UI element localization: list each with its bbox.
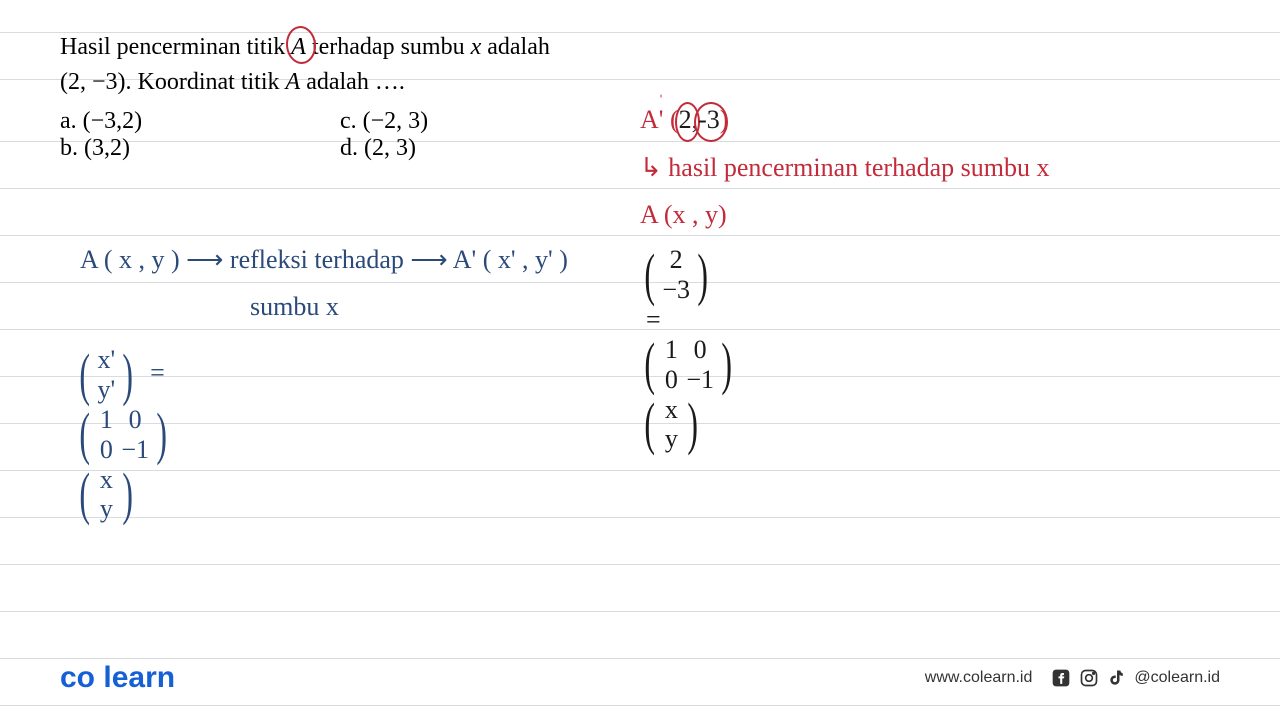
answer-options: a. (−3,2) c. (−2, 3) b. (3,2) d. (2, 3) — [60, 108, 540, 162]
matrix-equation-left: ( x'y' ) = ( 10 0−1 ) ( xy ) — [75, 345, 171, 524]
letter-a-2: A — [286, 69, 301, 95]
footer-url: www.colearn.id — [925, 669, 1033, 687]
hasil-line: ↳ hasil pencerminan terhadap sumbu x — [640, 153, 1050, 183]
facebook-icon — [1050, 667, 1072, 689]
matrix-equation-right: ( 2−3 ) = ( 10 0−1 ) ( xy ) — [640, 245, 736, 454]
question-line2-post: adalah …. — [300, 69, 405, 95]
handwriting-right: ˈ A' (2,-3) ↳ hasil pencerminan terhadap… — [640, 105, 728, 135]
logo-part1: co — [60, 661, 95, 694]
colearn-logo: co learn — [60, 661, 175, 695]
sumbu-x-label: sumbu x — [250, 292, 339, 322]
a-prime-x: 2 — [679, 105, 692, 135]
matrix-m-l: ( 10 0−1 ) — [75, 405, 171, 465]
footer: co learn www.colearn.id @colearn.id — [0, 661, 1280, 695]
content-area: Hasil pencerminan titik A terhadap sumbu… — [0, 0, 1280, 720]
equals-r: = — [646, 305, 661, 334]
reflection-rule: A ( x , y ) ⟶ refleksi terhadap ⟶ A' ( x… — [80, 245, 568, 275]
question-text: Hasil pencerminan titik A terhadap sumbu… — [60, 30, 550, 100]
matrix-v-r: ( xy ) — [640, 395, 703, 455]
option-c: c. (−2, 3) — [340, 108, 540, 135]
option-d: d. (2, 3) — [340, 135, 540, 162]
matrix-result-l: ( x'y' ) — [75, 345, 138, 405]
matrix-m-r: ( 10 0−1 ) — [640, 335, 736, 395]
footer-handle: @colearn.id — [1134, 669, 1220, 687]
question-line1-pre: Hasil pencerminan titik — [60, 34, 291, 60]
circled-letter-a: A — [291, 30, 306, 65]
matrix-result-r: ( 2−3 ) — [640, 245, 712, 305]
instagram-icon — [1078, 667, 1100, 689]
matrix-v-l: ( xy ) — [75, 465, 138, 525]
question-line2-pre: (2, −3). Koordinat titik — [60, 69, 286, 95]
a-xy: A (x , y) — [640, 200, 727, 230]
option-a: a. (−3,2) — [60, 108, 340, 135]
question-line1-post: terhadap sumbu — [306, 34, 471, 60]
a-prime-coords: ˈ A' (2,-3) — [640, 105, 728, 135]
question-line-1: Hasil pencerminan titik A terhadap sumbu… — [60, 30, 550, 65]
option-b: b. (3,2) — [60, 135, 340, 162]
var-x: x — [471, 34, 482, 60]
tiktok-icon — [1106, 667, 1128, 689]
social-icons: @colearn.id — [1050, 667, 1220, 689]
equals-l: = — [150, 358, 165, 387]
logo-part2: learn — [103, 661, 175, 694]
question-line-2: (2, −3). Koordinat titik A adalah …. — [60, 65, 550, 100]
a-prime-y: -3 — [698, 105, 720, 135]
question-line1-end: adalah — [481, 34, 550, 60]
footer-right: www.colearn.id @colearn.id — [925, 667, 1220, 689]
